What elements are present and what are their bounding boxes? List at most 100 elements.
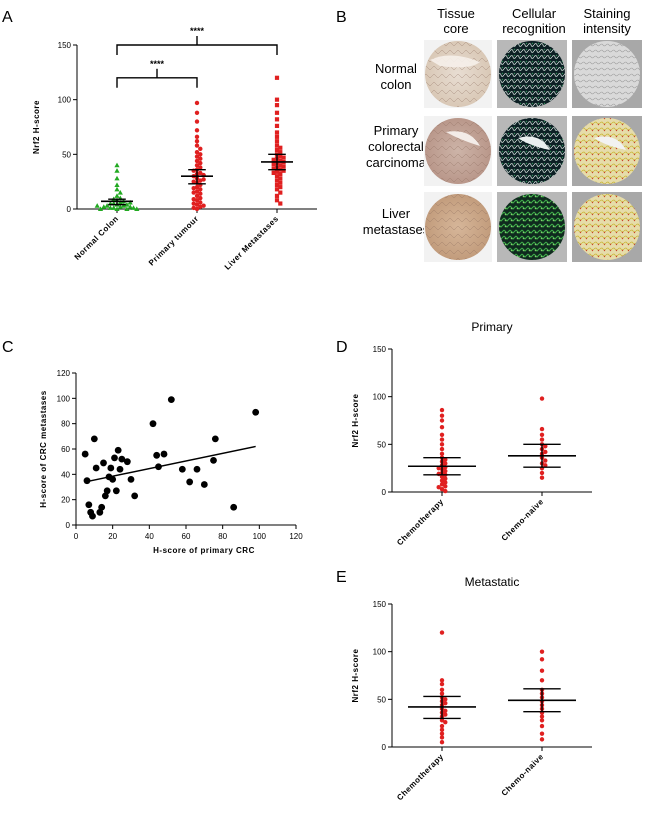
data-point	[278, 185, 283, 190]
data-point	[94, 203, 100, 208]
data-point	[89, 512, 96, 520]
data-point	[539, 718, 545, 723]
data-point	[114, 446, 122, 454]
data-point	[160, 450, 168, 458]
b-header-cellular-2: recognition	[502, 21, 566, 36]
data-point	[274, 75, 280, 80]
data-point	[439, 731, 445, 736]
data-point	[539, 437, 545, 442]
significance-bracket: ****	[116, 59, 198, 88]
data-point	[198, 165, 203, 170]
data-point	[274, 117, 280, 122]
data-point	[107, 205, 113, 210]
data-point	[539, 737, 545, 742]
data-point	[191, 205, 196, 211]
category-label: Normal Colon	[73, 214, 121, 262]
data-point	[271, 166, 276, 171]
data-point	[278, 150, 283, 155]
chart-title: Primary	[471, 320, 512, 334]
data-point	[443, 484, 448, 489]
data-point	[543, 444, 548, 449]
panel-a-chart: 0 50 100 150 Nrf2 H-score Normal Colon Primary…	[32, 26, 317, 272]
panel-c-chart: 0 20 40 60 80 100 120 0 20 40 60 80 100 120 H-score of…	[39, 369, 303, 555]
data-point	[97, 206, 104, 211]
data-point	[271, 157, 276, 162]
data-point	[194, 163, 200, 168]
data-point	[90, 435, 98, 443]
data-point	[443, 457, 448, 462]
data-point	[191, 186, 196, 191]
data-point	[439, 681, 445, 687]
data-point	[439, 486, 445, 492]
data-point	[191, 196, 196, 202]
data-point	[539, 657, 545, 662]
b-tile-normal-intensity	[572, 40, 642, 108]
significance-label: ****	[190, 26, 205, 36]
panel-letter-c: C	[2, 339, 14, 356]
x-tick-label: 0	[74, 532, 79, 541]
data-point	[439, 740, 445, 745]
x-tick-label: 60	[182, 532, 191, 541]
data-point	[439, 432, 445, 437]
data-point	[439, 474, 445, 479]
y-axis-title: Nrf2 H-score	[351, 393, 360, 447]
data-point	[539, 470, 545, 476]
data-point	[198, 156, 203, 161]
data-point	[278, 176, 283, 181]
data-point	[81, 450, 89, 458]
data-point	[439, 735, 445, 740]
data-point	[278, 145, 283, 150]
data-point	[85, 501, 93, 509]
data-point	[439, 691, 445, 696]
data-point	[281, 168, 286, 173]
b-header-staining-1: Staining	[584, 6, 631, 21]
chart-title: Metastatic	[465, 575, 520, 589]
b-header-staining-2: intensity	[583, 21, 631, 36]
data-point	[194, 189, 200, 194]
y-tick-label: 150	[373, 345, 387, 354]
data-point	[443, 697, 448, 702]
data-point	[194, 100, 200, 106]
data-point	[114, 175, 120, 181]
data-point	[274, 178, 280, 183]
data-point	[436, 465, 441, 471]
data-point	[439, 687, 445, 692]
y-tick-label: 50	[62, 150, 71, 159]
x-tick-label: 100	[253, 532, 267, 541]
data-point	[201, 203, 206, 208]
y-tick-label: 120	[57, 369, 71, 378]
data-point	[100, 459, 107, 467]
panel-d-chart: 0 50 100 150 Nrf2 H-score Primary Chemotherapy…	[351, 320, 592, 547]
data-point	[539, 723, 545, 729]
data-point	[443, 468, 448, 474]
data-point	[201, 177, 206, 182]
data-point	[98, 503, 106, 511]
y-tick-label: 80	[61, 420, 70, 429]
data-point	[194, 110, 200, 115]
x-tick-label: 40	[145, 532, 154, 541]
data-point	[274, 147, 280, 153]
data-point	[252, 408, 260, 416]
data-point	[274, 123, 280, 129]
y-tick-label: 0	[66, 521, 71, 530]
data-point	[124, 206, 130, 211]
data-point	[439, 727, 445, 733]
data-point	[271, 170, 276, 176]
data-point	[439, 630, 445, 635]
x-tick-label: 80	[218, 532, 227, 541]
data-point	[194, 193, 200, 199]
y-tick-label: 100	[57, 394, 71, 403]
b-header-tissue-2: core	[443, 21, 468, 36]
data-point	[104, 203, 110, 208]
data-point	[443, 476, 448, 481]
data-point	[443, 488, 448, 494]
data-point	[439, 723, 445, 729]
data-point	[112, 487, 120, 495]
data-point	[198, 191, 203, 196]
data-point	[274, 198, 280, 203]
significance-bracket: ****	[116, 26, 278, 55]
y-tick-label: 20	[61, 496, 70, 505]
panel-b: Tissue core Cellular recognition Stainin…	[363, 6, 642, 262]
data-point	[439, 437, 445, 442]
